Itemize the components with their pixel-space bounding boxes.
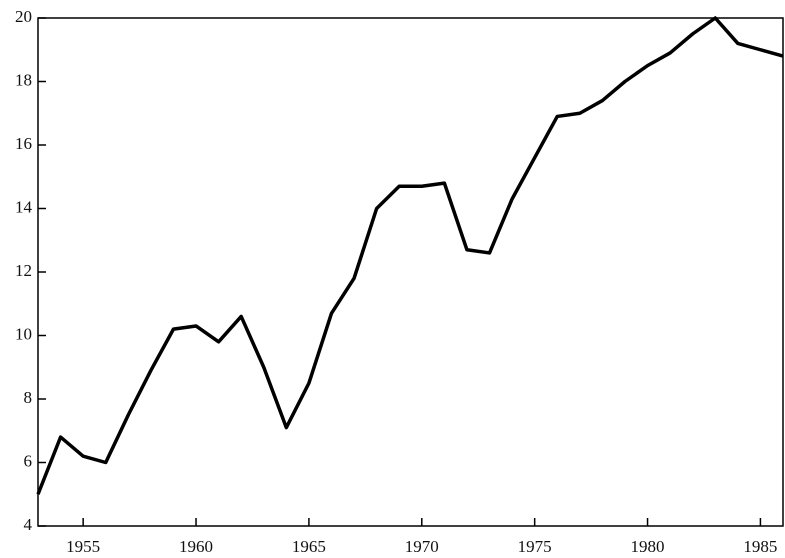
x-tick-label: 1960 — [179, 537, 213, 556]
x-tick-label: 1985 — [743, 537, 777, 556]
y-tick-label: 16 — [15, 134, 32, 153]
y-tick-label: 4 — [24, 515, 33, 534]
line-series — [36, 16, 784, 495]
y-tick-label: 14 — [15, 197, 33, 216]
x-tick-label: 1955 — [66, 537, 100, 556]
y-tick-label: 8 — [24, 388, 33, 407]
y-tick-label: 18 — [15, 70, 32, 89]
y-tick-label: 12 — [15, 261, 32, 280]
y-tick-label: 20 — [15, 7, 32, 26]
plot-frame — [37, 17, 784, 527]
y-tick-label: 6 — [24, 451, 33, 470]
x-tick-label: 1975 — [518, 537, 552, 556]
x-tick-label: 1965 — [292, 537, 326, 556]
x-tick-label: 1980 — [631, 537, 665, 556]
y-tick-label: 10 — [15, 324, 32, 343]
x-tick-label: 1970 — [405, 537, 439, 556]
